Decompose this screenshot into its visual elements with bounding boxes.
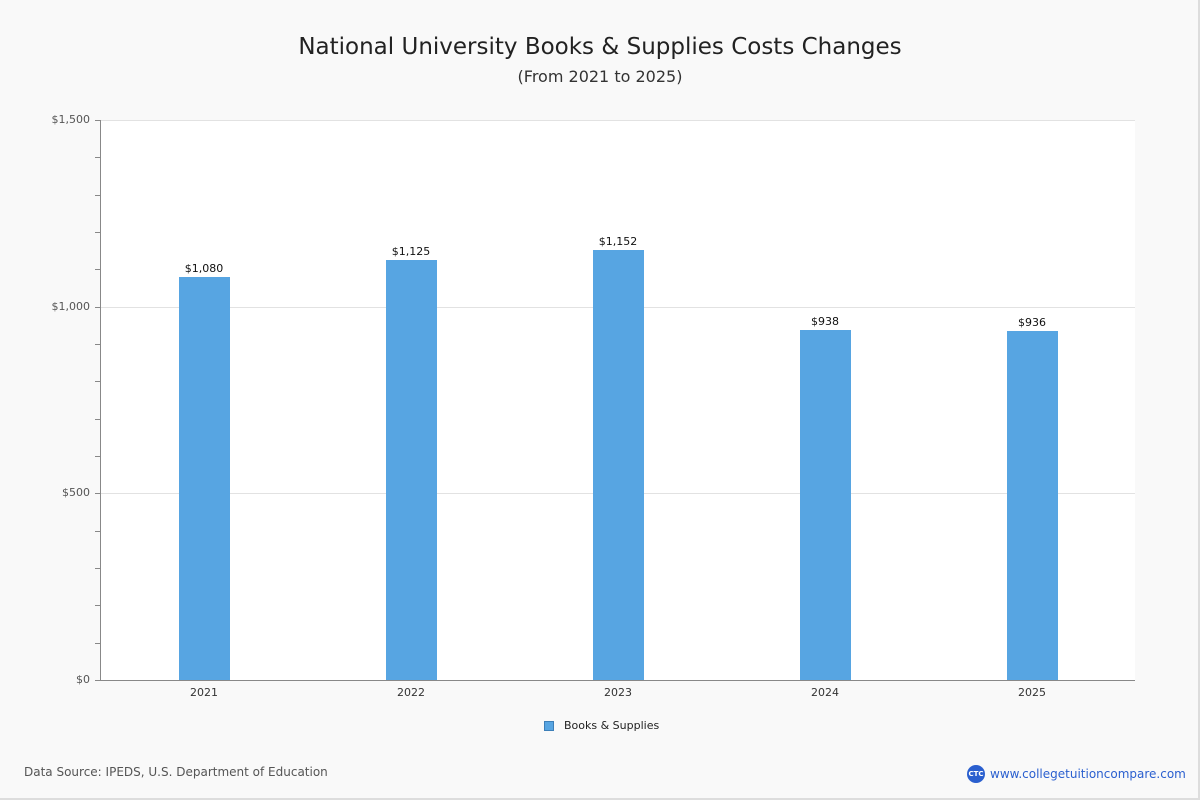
y-tick-minor: [95, 195, 100, 196]
x-axis: [100, 680, 1135, 681]
y-tick-label: $0: [76, 673, 90, 686]
x-tick-label: 2021: [190, 686, 218, 699]
bar-2023[interactable]: [593, 250, 644, 680]
x-tick-label: 2023: [604, 686, 632, 699]
gridline-1500: [100, 120, 1135, 121]
y-tick-minor: [95, 232, 100, 233]
bar-value-label: $1,080: [184, 262, 224, 275]
y-tick-minor: [95, 568, 100, 569]
y-tick: [95, 307, 100, 308]
y-tick-minor: [95, 381, 100, 382]
bar-value-label: $938: [811, 315, 839, 328]
y-tick-minor: [95, 643, 100, 644]
y-tick-minor: [95, 531, 100, 532]
brand-url: www.collegetuitioncompare.com: [990, 767, 1186, 781]
y-tick-label: $1,500: [51, 113, 91, 126]
legend-item-books-supplies[interactable]: Books & Supplies: [544, 719, 659, 732]
legend-label: Books & Supplies: [564, 719, 660, 732]
y-tick: [95, 680, 100, 681]
bar-2025[interactable]: [1007, 331, 1058, 680]
y-tick-label: $500: [62, 486, 90, 499]
y-tick: [95, 493, 100, 494]
y-tick-minor: [95, 419, 100, 420]
data-source-note: Data Source: IPEDS, U.S. Department of E…: [24, 765, 328, 779]
legend-swatch-icon: [544, 720, 554, 731]
y-tick: [95, 120, 100, 121]
x-tick-label: 2025: [1018, 686, 1046, 699]
y-tick-minor: [95, 269, 100, 270]
ctc-logo-icon: CTC: [967, 765, 985, 783]
y-tick-minor: [95, 456, 100, 457]
x-tick-label: 2022: [397, 686, 425, 699]
y-tick-label: $1,000: [51, 300, 91, 313]
brand-link[interactable]: CTC www.collegetuitioncompare.com: [967, 765, 1186, 783]
bar-2021[interactable]: [179, 277, 230, 680]
bar-value-label: $1,152: [598, 235, 638, 248]
y-tick-minor: [95, 605, 100, 606]
y-tick-minor: [95, 157, 100, 158]
x-tick-label: 2024: [811, 686, 839, 699]
y-axis: [100, 120, 101, 681]
chart-subtitle: (From 2021 to 2025): [517, 67, 683, 86]
chart-title: National University Books & Supplies Cos…: [298, 34, 902, 60]
bar-value-label: $936: [1018, 316, 1046, 329]
bar-2022[interactable]: [386, 260, 437, 680]
bar-value-label: $1,125: [391, 245, 431, 258]
bar-2024[interactable]: [800, 330, 851, 680]
y-tick-minor: [95, 344, 100, 345]
